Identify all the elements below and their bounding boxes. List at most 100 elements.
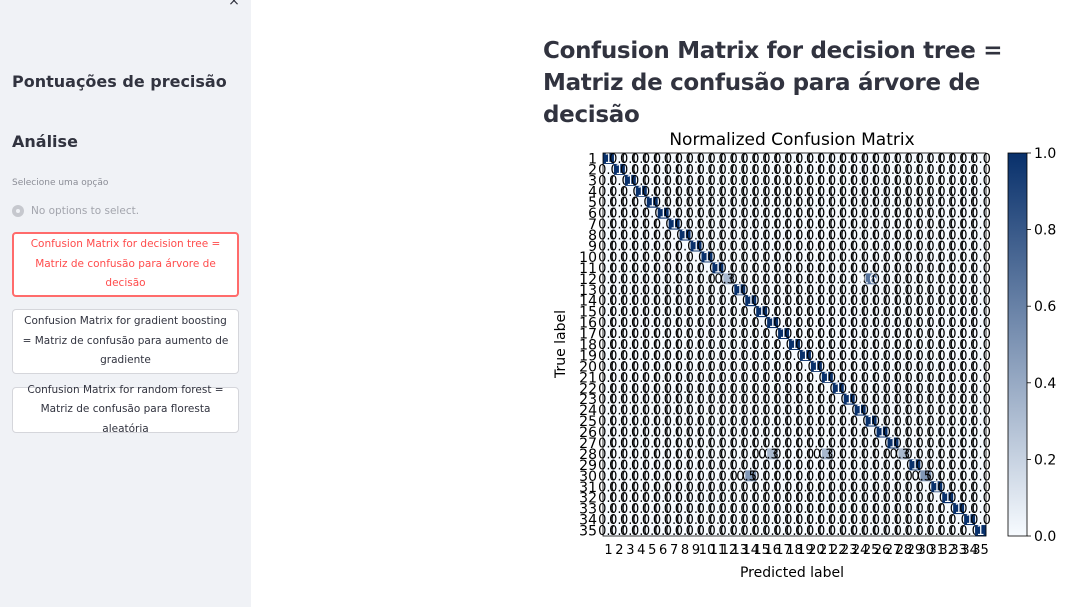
matrix-cell-label: 0.0 [751,174,772,189]
matrix-cell [679,174,691,187]
matrix-cell-label: 0.0 [631,163,652,178]
matrix-cell-label: 0.0 [806,152,827,167]
random-forest-button-label: Confusion Matrix for random forest = Mat… [19,381,232,440]
matrix-cell-label: 0.0 [718,185,739,200]
matrix-cell-label: 0.0 [872,163,893,178]
matrix-cell-label: 0.0 [861,163,882,178]
matrix-cell-label: 0.0 [718,163,739,178]
matrix-cell-label: 1 [604,152,612,167]
decision-tree-button[interactable]: Confusion Matrix for decision tree = Mat… [12,232,239,297]
matrix-cell [745,163,757,176]
matrix-cell [624,163,637,176]
matrix-cell-label: 0.0 [828,174,849,189]
x-tick-label: 5 [648,543,656,558]
matrix-cell [679,153,691,165]
matrix-cell [734,185,746,198]
matrix-cell-label: 0.0 [883,174,904,189]
colorbar-tick-label: 0.2 [1034,452,1056,468]
matrix-cell-label: 0.0 [729,174,750,189]
matrix-cell [953,163,965,176]
matrix-cell [789,153,801,165]
matrix-cell-label: 0.0 [729,152,750,167]
matrix-cell [799,174,812,187]
matrix-cell [734,153,746,165]
matrix-cell [975,153,987,165]
matrix-cell [624,174,637,187]
matrix-cell [701,163,713,176]
matrix-cell-label: 0.0 [653,163,674,178]
gradient-boosting-button-label: Confusion Matrix for gradient boosting =… [19,312,232,371]
matrix-cell-label: 0.0 [664,152,685,167]
matrix-cell [646,163,659,176]
sidebar: × Pontuações de precisão Análise Selecio… [0,0,251,607]
matrix-cell [778,153,790,165]
matrix-cell [679,185,691,198]
matrix-cell-label: 0.0 [708,174,729,189]
matrix-cell [909,163,921,176]
matrix-cell [635,174,648,187]
matrix-cell [756,174,768,187]
matrix-cell-label: 0.0 [773,163,794,178]
matrix-cell-label: 0.0 [959,152,980,167]
matrix-cell-label: 0.0 [795,163,816,178]
matrix-cell [690,163,702,176]
matrix-cell [909,174,921,187]
colorbar-tick-label: 1.0 [1034,146,1056,162]
matrix-cell [799,153,812,165]
matrix-cell [942,163,954,176]
y-tick-label: 35 [579,524,597,540]
matrix-cell-label: 0.0 [894,163,915,178]
matrix-cell-label: 0.0 [675,174,696,189]
matrix-cell [843,163,855,176]
matrix-cell-label: 0.0 [664,163,685,178]
matrix-cell [843,174,855,187]
close-sidebar-icon[interactable]: × [227,0,241,8]
matrix-cell-label: 1 [626,174,634,189]
x-tick-label: 6 [659,543,667,558]
matrix-cell [789,174,801,187]
matrix-cell [679,163,691,176]
matrix-cell [854,163,866,176]
matrix-cell [613,163,626,176]
x-tick-label: 1 [604,543,612,558]
radio-group-empty: No options to select. [12,204,139,218]
matrix-cell-label: 0.0 [664,174,685,189]
matrix-cell [865,163,877,176]
matrix-cell [920,174,932,187]
matrix-cell [690,153,702,165]
matrix-cell-label: 0.0 [708,163,729,178]
matrix-cell [635,185,648,198]
gradient-boosting-button[interactable]: Confusion Matrix for gradient boosting =… [12,309,239,374]
matrix-cell-label: 0.0 [817,174,838,189]
x-tick-label: 8 [681,543,689,558]
matrix-cell [810,163,823,176]
matrix-cell-label: 0.0 [915,152,936,167]
matrix-cell-label: 0.0 [773,174,794,189]
matrix-cell-label: 0.0 [937,174,958,189]
matrix-cell-label: 0.0 [609,185,630,200]
matrix-cell [821,174,834,187]
matrix-cell-label: 0.0 [697,152,718,167]
matrix-cell-label: 0.0 [828,152,849,167]
matrix-cell [854,174,866,187]
x-tick-label: 4 [637,543,645,558]
matrix-cell [712,163,724,176]
matrix-cell [603,185,615,198]
matrix-cell-label: 0.0 [948,174,969,189]
matrix-cell-label: 0.0 [631,152,652,167]
confusion-matrix-chart: Normalized Confusion Matrix Predicted la… [553,130,1056,581]
matrix-cell [810,174,823,187]
matrix-cell-label: 0.0 [872,174,893,189]
matrix-cell [942,153,954,165]
x-tick-label: 7 [670,543,678,558]
matrix-cell [745,174,757,187]
matrix-cell-label: 0.0 [850,152,871,167]
matrix-cell [646,153,659,165]
matrix-cell-label: 0.0 [697,185,718,200]
random-forest-button[interactable]: Confusion Matrix for random forest = Mat… [12,384,239,435]
matrix-cell [701,174,713,187]
matrix-cell [690,185,702,198]
chart-title: Normalized Confusion Matrix [669,130,914,150]
radio-empty-label: No options to select. [31,205,139,217]
matrix-cell [701,153,713,165]
